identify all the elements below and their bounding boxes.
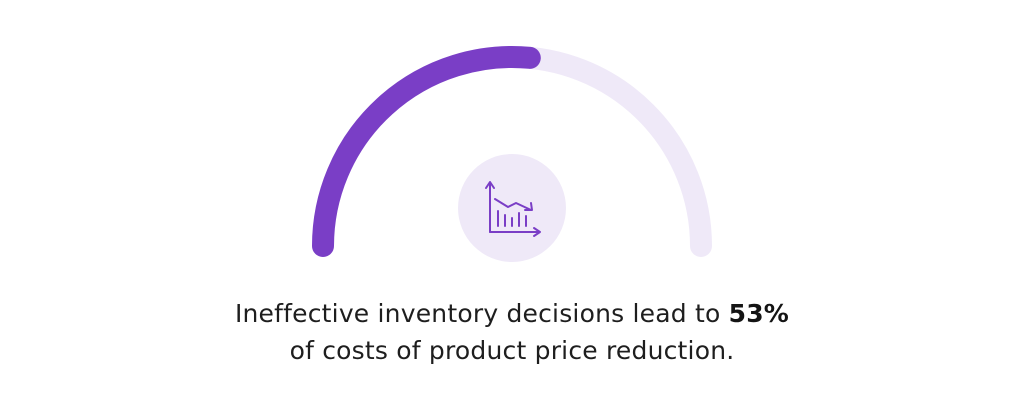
caption-text: Ineffective inventory decisions lead to (234, 299, 729, 328)
declining-bar-chart-icon (485, 181, 541, 237)
gauge-value-arc (312, 46, 541, 257)
caption-line-2: of costs of product price reduction. (289, 336, 735, 365)
caption-line-1: Ineffective inventory decisions lead to … (0, 296, 1024, 332)
highlight-percentage: 53% (728, 299, 790, 328)
icon-background (458, 154, 566, 262)
gauge-chart (312, 46, 712, 262)
